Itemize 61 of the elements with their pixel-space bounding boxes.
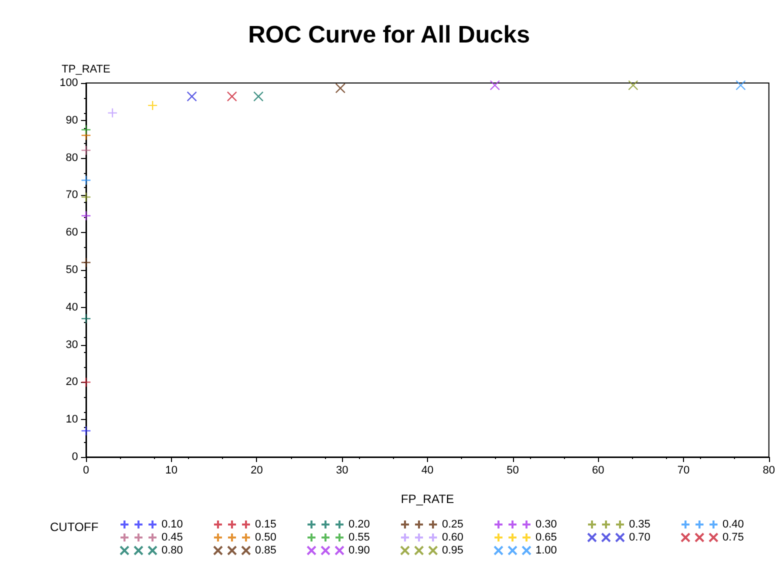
legend-label: 0.90 (348, 544, 370, 556)
x-tick-label: 80 (762, 464, 776, 476)
legend-label: 0.70 (629, 532, 650, 544)
y-tick-label: 10 (66, 414, 78, 426)
point (628, 80, 638, 90)
legend-label: 0.60 (442, 532, 464, 544)
x-tick-label: 40 (421, 464, 434, 476)
legend-label: 0.20 (348, 518, 370, 530)
legend-label: 0.10 (162, 518, 183, 530)
point (80, 210, 92, 221)
point (490, 80, 500, 90)
point (80, 192, 92, 202)
legend-label: 0.45 (162, 532, 183, 544)
point (80, 175, 92, 186)
point (80, 124, 92, 135)
point (80, 145, 92, 156)
x-tick-label: 70 (677, 464, 690, 476)
legend-label: 0.55 (348, 532, 370, 544)
y-tick-label: 70 (66, 189, 78, 202)
legend-label: 0.15 (255, 518, 276, 530)
legend-label: 0.30 (536, 518, 557, 530)
point (253, 91, 264, 102)
legend-label: 0.35 (629, 518, 650, 530)
point (186, 91, 197, 102)
point (147, 100, 158, 111)
x-tick-label: 20 (250, 464, 263, 476)
legend-label: 0.65 (536, 532, 557, 544)
point (80, 257, 92, 268)
y-tick-label: 50 (66, 264, 78, 276)
legend-label: 0.75 (722, 532, 744, 544)
x-tick-label: 0 (82, 464, 90, 476)
x-axis-title: FP_RATE (400, 492, 454, 506)
legend-label: 1.00 (536, 544, 557, 556)
point (226, 91, 238, 102)
chart-title: ROC Curve for All Ducks (248, 22, 530, 48)
point (335, 83, 346, 94)
legend-label: 0.85 (255, 544, 276, 556)
legend-label: 0.50 (255, 532, 276, 544)
point (80, 426, 92, 436)
y-tick-label: 100 (60, 77, 78, 89)
point (80, 314, 92, 324)
legend-title: CUTOFF (50, 520, 98, 534)
legend-label: 0.40 (722, 518, 744, 530)
legend-label: 0.25 (442, 518, 464, 530)
x-tick-label: 50 (506, 464, 519, 476)
y-tick-label: 0 (72, 451, 78, 463)
y-tick-label: 60 (66, 226, 78, 239)
y-tick-label: 80 (66, 152, 78, 164)
x-tick-label: 10 (165, 464, 178, 476)
point (80, 377, 92, 388)
y-tick-label: 40 (66, 301, 78, 314)
y-axis-title: TP_RATE (62, 64, 110, 76)
y-tick-label: 20 (66, 376, 78, 388)
point (736, 80, 746, 90)
x-tick-label: 60 (592, 464, 604, 476)
y-tick-label: 90 (66, 114, 78, 126)
y-tick-label: 30 (66, 338, 78, 351)
point (107, 108, 118, 118)
legend-label: 0.80 (162, 544, 183, 556)
x-tick-label: 30 (336, 464, 348, 476)
legend-label: 0.95 (442, 544, 464, 556)
